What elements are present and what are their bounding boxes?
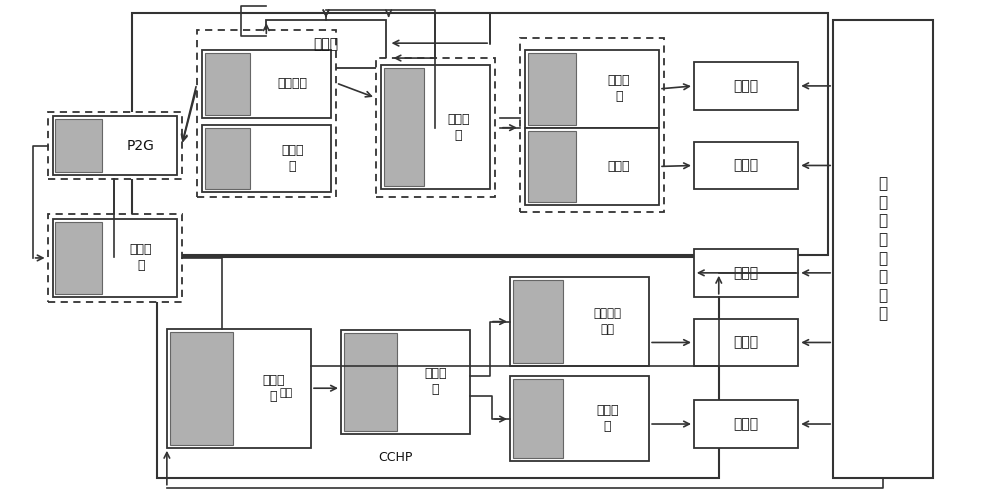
Bar xyxy=(266,20,386,68)
Text: 热负荷: 热负荷 xyxy=(733,417,758,431)
Text: 风电机组: 风电机组 xyxy=(277,78,307,90)
Text: 外
部
能
源
供
能
中
心: 外 部 能 源 供 能 中 心 xyxy=(878,176,887,322)
Text: 电负荷: 电负荷 xyxy=(733,266,758,280)
Bar xyxy=(53,116,177,175)
Text: 冷负荷: 冷负荷 xyxy=(733,79,758,93)
Bar xyxy=(48,112,182,179)
Bar xyxy=(376,58,495,197)
Text: 储电设
备: 储电设 备 xyxy=(447,113,470,142)
Text: 余热: 余热 xyxy=(280,388,293,398)
Bar xyxy=(157,257,719,478)
Bar xyxy=(170,331,233,445)
Bar xyxy=(205,128,250,189)
Text: 燃气轮
机: 燃气轮 机 xyxy=(262,374,285,403)
Bar xyxy=(381,65,490,189)
Bar xyxy=(694,319,798,366)
Text: 余热锅
炉: 余热锅 炉 xyxy=(424,367,447,396)
Bar xyxy=(132,13,828,255)
Bar xyxy=(344,332,397,431)
Bar xyxy=(528,53,576,125)
Text: 热负荷: 热负荷 xyxy=(733,159,758,172)
Bar xyxy=(55,222,102,294)
Text: 光伏机
组: 光伏机 组 xyxy=(281,144,303,173)
Bar xyxy=(55,119,102,172)
Bar xyxy=(205,53,250,115)
Bar xyxy=(167,329,311,448)
Bar xyxy=(513,379,563,458)
Text: 换热装
置: 换热装 置 xyxy=(596,404,619,433)
Bar xyxy=(341,330,470,434)
Bar xyxy=(525,50,659,128)
Bar xyxy=(694,62,798,110)
Text: 电锅炉: 电锅炉 xyxy=(608,160,630,173)
Bar xyxy=(53,219,177,297)
Bar xyxy=(510,376,649,461)
Bar xyxy=(694,400,798,448)
Bar xyxy=(48,214,182,302)
Text: 储气设
备: 储气设 备 xyxy=(130,244,152,272)
Text: 电制冷
机: 电制冷 机 xyxy=(608,75,630,103)
Bar xyxy=(384,68,424,186)
Bar xyxy=(197,30,336,197)
Bar xyxy=(510,277,649,366)
Text: 吸收式制
冷机: 吸收式制 冷机 xyxy=(593,307,621,336)
Text: 冷负荷: 冷负荷 xyxy=(733,335,758,349)
Bar xyxy=(833,20,933,478)
Bar xyxy=(694,249,798,297)
Bar xyxy=(694,142,798,189)
Text: P2G: P2G xyxy=(127,139,155,153)
Bar xyxy=(528,131,576,202)
Bar xyxy=(202,50,331,118)
Text: 电负荷: 电负荷 xyxy=(313,37,339,51)
Text: CCHP: CCHP xyxy=(378,451,413,464)
Bar xyxy=(513,280,563,363)
Bar xyxy=(525,128,659,205)
Bar xyxy=(202,125,331,192)
Bar xyxy=(520,38,664,212)
